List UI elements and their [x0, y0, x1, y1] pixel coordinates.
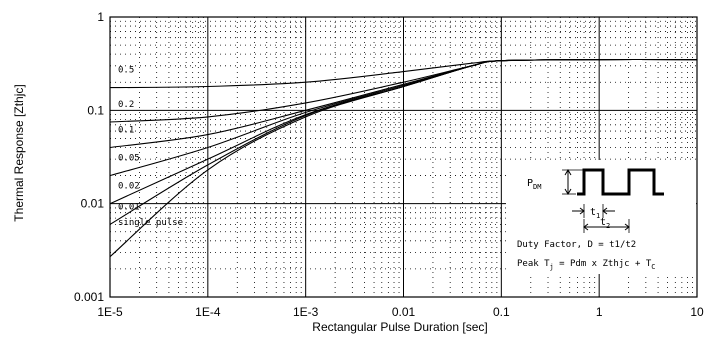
x-axis-title: Rectangular Pulse Duration [sec]: [312, 320, 487, 334]
t1-label: t1: [590, 207, 600, 220]
x-tick-label: 1E-3: [293, 305, 319, 319]
curve-label: 0.2: [118, 100, 134, 110]
x-tick-label: 1: [596, 305, 603, 319]
pulse-diagram-inset: PDM t1 t2 Duty Factor, D = t1/t2 Peak Tj…: [506, 160, 696, 274]
minor-grid: [110, 17, 697, 297]
pulse-waveform: [577, 168, 664, 196]
x-tick-label: 1E-5: [97, 305, 123, 319]
x-tick-label: 10: [690, 305, 704, 319]
curve-label: single pulse: [118, 218, 183, 228]
peak-formula-text: Peak Tj = Pdm x Zthjc + TC: [517, 259, 656, 271]
y-axis-title: Thermal Response [Zthjc]: [12, 84, 26, 221]
pdm-label: PDM: [527, 178, 541, 191]
x-axis-ticks: 1E-5 1E-4 1E-3 0.01 0.1 1 10: [97, 305, 704, 319]
curve-label: 0.05: [118, 154, 140, 164]
curve-label: 0.01: [118, 202, 140, 212]
series-line: [109, 58, 698, 258]
curve-label: 0.02: [118, 182, 140, 192]
curve-label: 0.5: [118, 66, 134, 76]
y-tick-label: 0.001: [74, 290, 104, 304]
x-tick-label: 0.1: [493, 305, 510, 319]
curve-labels: 0.5 0.2 0.1 0.05 0.02 0.01 single pulse: [118, 66, 183, 228]
x-tick-label: 1E-4: [195, 305, 221, 319]
y-tick-label: 0.1: [87, 103, 104, 117]
curve-label: 0.1: [118, 125, 134, 135]
y-axis-ticks: 0.001 0.01 0.1 1: [74, 10, 104, 304]
y-tick-label: 0.01: [81, 197, 105, 211]
duty-factor-text: Duty Factor, D = t1/t2: [517, 240, 636, 250]
plot-frame: [109, 16, 698, 298]
y-tick-label: 1: [97, 10, 104, 24]
t2-label: t2: [600, 217, 610, 230]
x-tick-label: 0.01: [392, 305, 416, 319]
series-layer: [109, 58, 698, 258]
inset-background: [506, 160, 696, 274]
